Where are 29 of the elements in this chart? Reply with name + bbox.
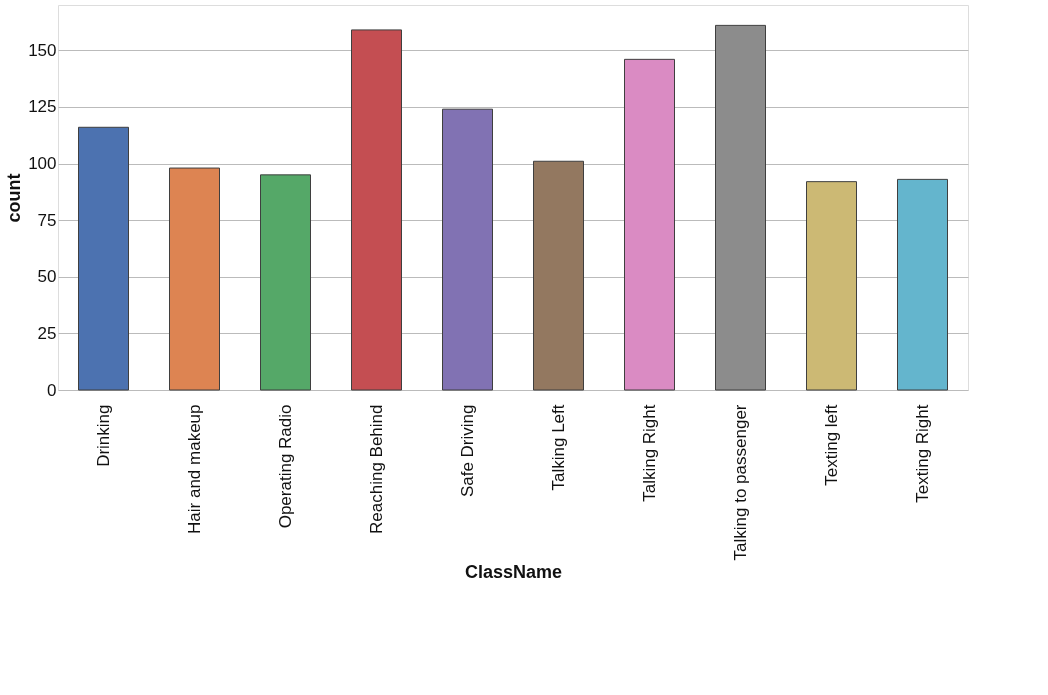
bar — [533, 160, 584, 391]
y-axis-title: count — [4, 173, 25, 223]
bar — [351, 29, 402, 391]
x-tick-label: Drinking — [93, 404, 113, 467]
x-tick-label: Texting Right — [912, 404, 932, 503]
y-tick-label: 50 — [37, 267, 57, 287]
bar — [78, 126, 129, 391]
bar — [169, 167, 220, 391]
x-tick-label: Texting left — [821, 404, 841, 486]
bar — [442, 108, 493, 391]
bar — [806, 181, 857, 391]
x-tick-label: Safe Driving — [457, 404, 477, 498]
y-tick-label: 150 — [28, 40, 57, 60]
x-tick-label: Reaching Behind — [366, 404, 386, 534]
y-tick-label: 0 — [47, 380, 57, 400]
x-tick-label: Talking Left — [548, 404, 568, 491]
bar — [624, 58, 675, 391]
y-tick-label: 100 — [28, 154, 57, 174]
bar — [897, 178, 948, 391]
y-tick-label: 125 — [28, 97, 57, 117]
bar — [715, 24, 766, 391]
bar — [260, 174, 311, 391]
x-axis-title: ClassName — [464, 562, 563, 583]
x-tick-label: Operating Radio — [275, 404, 295, 529]
x-tick-label: Talking to passenger — [730, 404, 750, 561]
y-tick-label: 75 — [37, 210, 57, 230]
x-tick-label: Talking Right — [639, 404, 659, 502]
y-tick-label: 25 — [37, 323, 57, 343]
x-tick-label: Hair and makeup — [184, 404, 204, 534]
